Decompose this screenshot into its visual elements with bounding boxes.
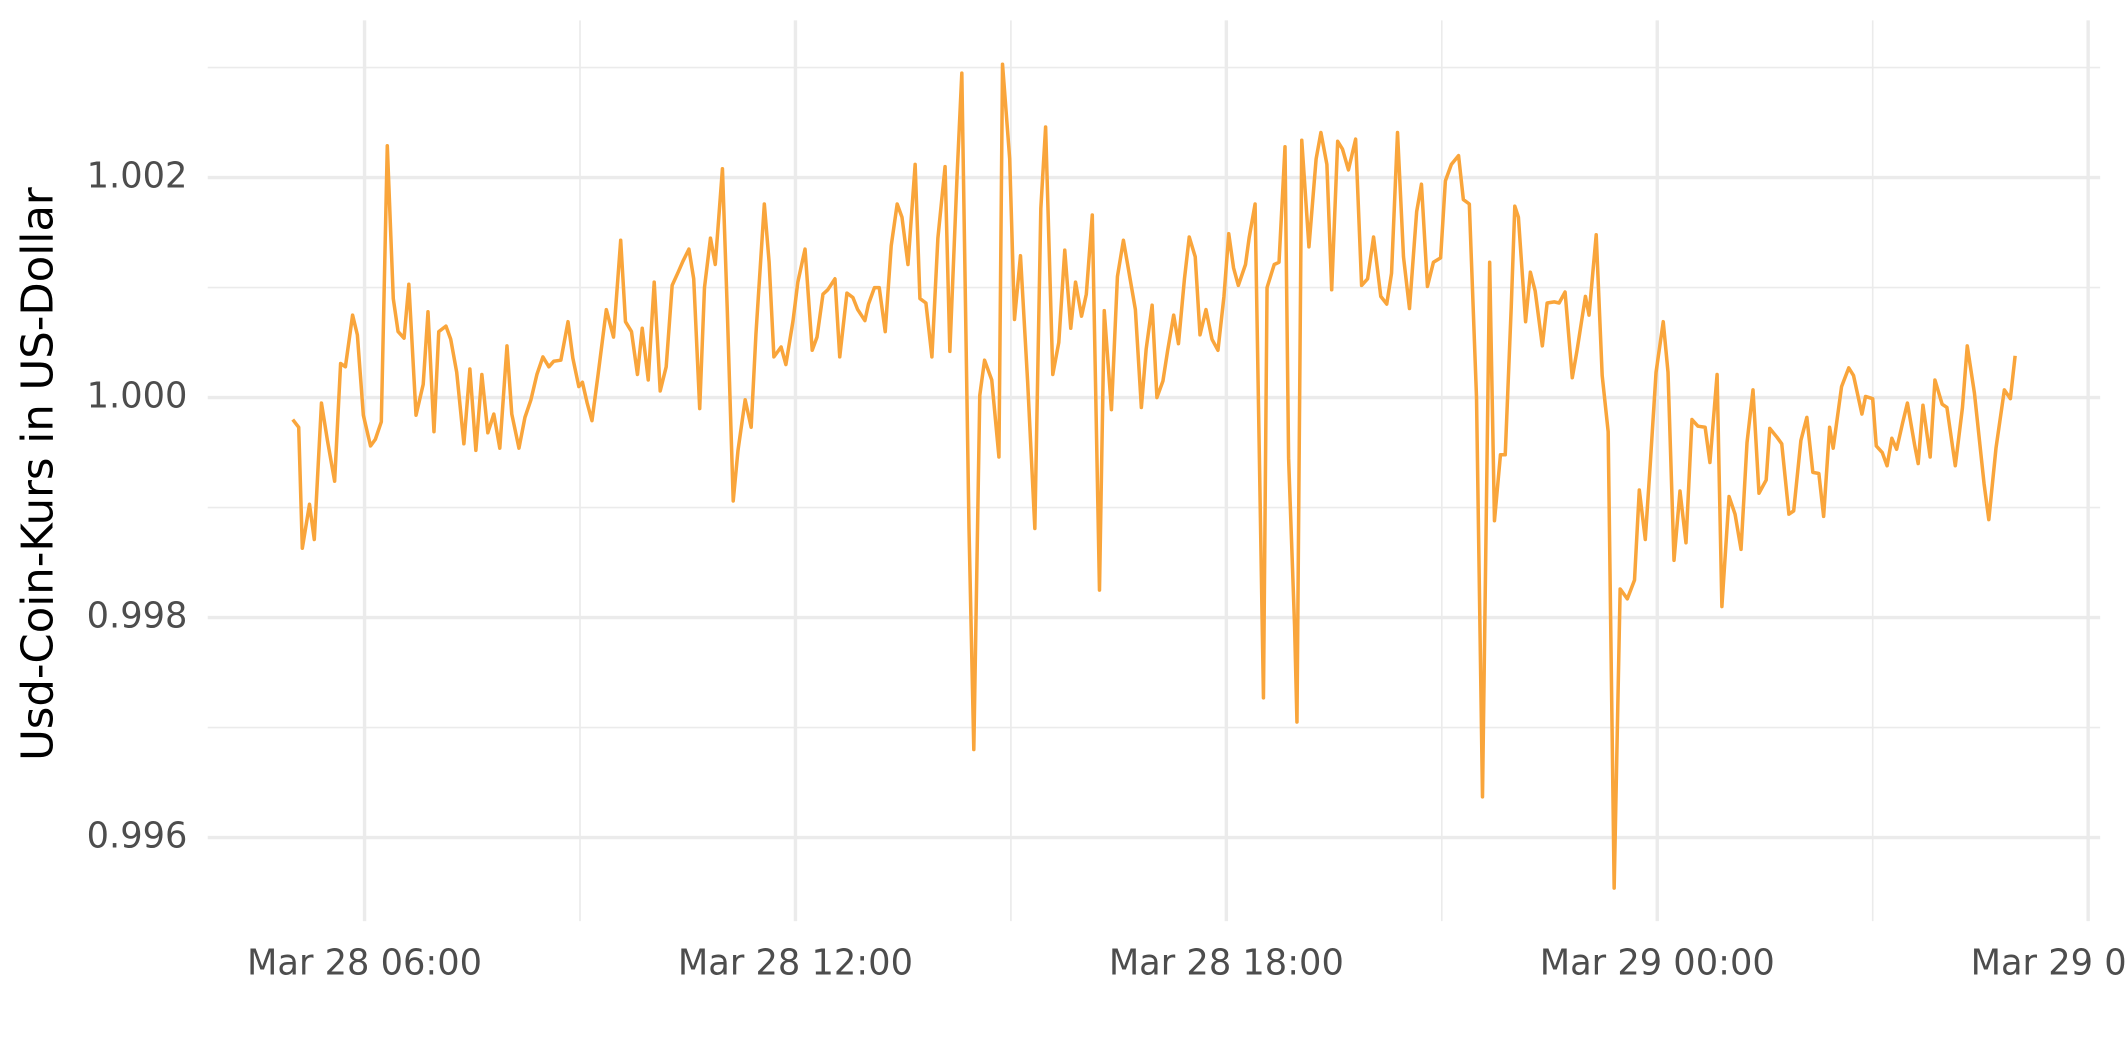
- y-axis-title: Usd-Coin-Kurs in US-Dollar: [14, 187, 64, 761]
- x-tick-label: Mar 28 18:00: [1109, 942, 1344, 983]
- y-tick-label: 1.002: [87, 156, 188, 197]
- y-tick-label: 0.996: [87, 816, 188, 857]
- y-tick-label: 1.000: [87, 376, 188, 417]
- x-tick-label: Mar 29 06:00: [1971, 942, 2125, 983]
- x-tick-label: Mar 28 06:00: [247, 942, 482, 983]
- x-tick-label: Mar 28 12:00: [678, 942, 913, 983]
- price-line: [291, 62, 2017, 890]
- y-tick-label: 0.998: [87, 596, 188, 637]
- x-tick-label: Mar 29 00:00: [1540, 942, 1775, 983]
- grid: [207, 20, 2101, 922]
- plot-area: [291, 62, 2017, 890]
